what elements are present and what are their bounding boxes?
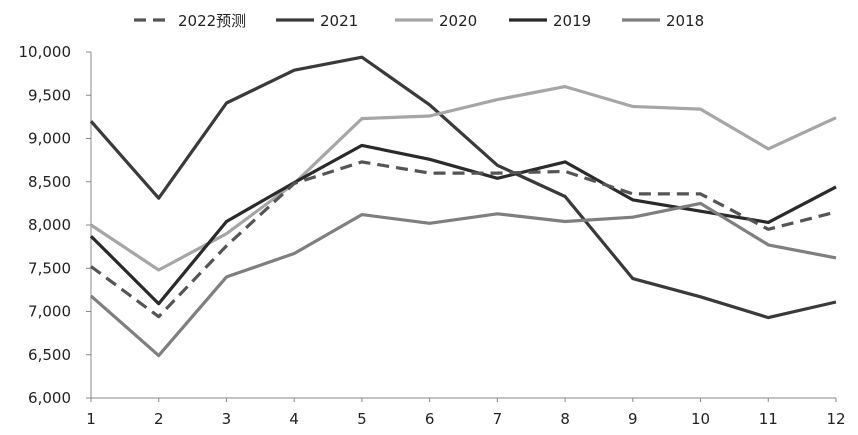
legend-label: 2020 (439, 12, 477, 30)
y-tick-label: 7,500 (28, 259, 71, 277)
legend-label: 2022预测 (178, 12, 246, 30)
legend-label: 2021 (320, 12, 358, 30)
series-line-2021 (89, 55, 837, 320)
y-tick-labels: 6,000 6,500 7,000 7,500 8,000 8,500 9,000 9,500… (19, 43, 91, 407)
x-tick-label: 10 (691, 410, 710, 428)
y-tick-label: 8,000 (28, 216, 71, 234)
y-tick-label: 6,500 (28, 346, 71, 364)
y-tick-label: 10,000 (19, 43, 72, 61)
axes (90, 52, 836, 399)
x-tick-label: 4 (289, 410, 299, 428)
y-tick-label: 6,000 (28, 389, 71, 407)
x-tick-label: 8 (560, 410, 570, 428)
legend-label: 2018 (666, 12, 704, 30)
y-tick-label: 8,500 (28, 173, 71, 191)
legend-label: 2019 (553, 12, 591, 30)
legend: 2022预测 2021 2020 2019 2018 (134, 12, 704, 30)
y-tick-label: 9,500 (28, 86, 71, 104)
x-tick-label: 3 (222, 410, 232, 428)
x-tick-label: 11 (759, 410, 778, 428)
x-tick-labels: 1 2 3 4 5 6 7 8 9 10 11 12 (86, 398, 846, 428)
x-tick-label: 2 (154, 410, 164, 428)
x-tick-label: 7 (493, 410, 503, 428)
series-line-2020 (90, 84, 837, 272)
series-line-2019 (89, 143, 837, 306)
y-tick-label: 7,000 (28, 303, 71, 321)
y-tick-label: 9,000 (28, 130, 71, 148)
x-tick-label: 5 (357, 410, 367, 428)
x-tick-label: 12 (826, 410, 845, 428)
series-line-2018 (89, 201, 837, 358)
series-line-2022-forecast (90, 160, 837, 319)
x-tick-label: 9 (628, 410, 638, 428)
x-tick-label: 6 (425, 410, 435, 428)
series-lines (89, 55, 837, 358)
x-tick-label: 1 (86, 410, 96, 428)
